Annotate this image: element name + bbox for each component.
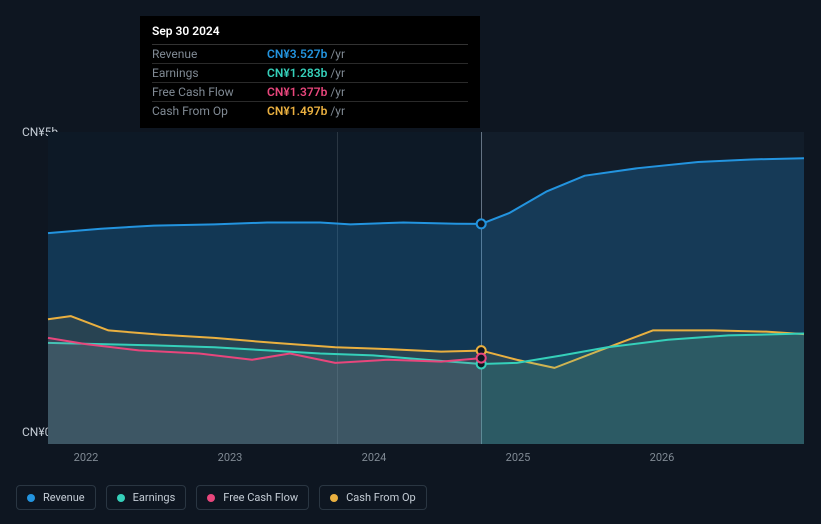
- marker-revenue: [477, 219, 486, 228]
- legend-dot: [117, 494, 125, 502]
- legend-item-cash_from_op[interactable]: Cash From Op: [319, 485, 427, 510]
- tooltip-row-value: CN¥1.497b: [267, 104, 327, 118]
- tooltip-row-unit: /yr: [330, 66, 345, 80]
- legend-label: Cash From Op: [346, 491, 416, 504]
- tooltip-row-value-wrap: CN¥3.527b/yr: [267, 47, 345, 61]
- legend-dot: [330, 494, 338, 502]
- tooltip-row-label: Earnings: [152, 66, 267, 80]
- x-tick-2022: 2022: [74, 451, 99, 464]
- tooltip-row-value-wrap: CN¥1.283b/yr: [267, 66, 345, 80]
- x-tick-2024: 2024: [362, 451, 387, 464]
- legend-label: Earnings: [133, 491, 176, 504]
- tooltip-row-value: CN¥3.527b: [267, 47, 327, 61]
- tooltip-body: RevenueCN¥3.527b/yrEarningsCN¥1.283b/yrF…: [152, 45, 468, 120]
- tooltip-row-unit: /yr: [330, 47, 345, 61]
- tooltip-row-label: Cash From Op: [152, 104, 267, 118]
- chart-legend: Revenue Earnings Free Cash Flow Cash From O…: [16, 485, 427, 510]
- tooltip-row-unit: /yr: [330, 104, 345, 118]
- tooltip-row-value-wrap: CN¥1.377b/yr: [267, 85, 345, 99]
- legend-item-revenue[interactable]: Revenue: [16, 485, 96, 510]
- legend-label: Free Cash Flow: [223, 491, 298, 504]
- tooltip-row: Free Cash FlowCN¥1.377b/yr: [152, 83, 468, 102]
- tooltip-row-value: CN¥1.377b: [267, 85, 327, 99]
- tooltip-row: EarningsCN¥1.283b/yr: [152, 64, 468, 83]
- tooltip-date: Sep 30 2024: [152, 24, 468, 45]
- x-tick-2026: 2026: [650, 451, 675, 464]
- legend-dot: [207, 494, 215, 502]
- tooltip-row: Cash From OpCN¥1.497b/yr: [152, 102, 468, 120]
- x-tick-2023: 2023: [218, 451, 243, 464]
- tooltip-row-value: CN¥1.283b: [267, 66, 327, 80]
- chart-plot-area[interactable]: [48, 132, 804, 444]
- tooltip-row-unit: /yr: [330, 85, 345, 99]
- tooltip-row-label: Free Cash Flow: [152, 85, 267, 99]
- legend-label: Revenue: [43, 491, 85, 504]
- legend-item-earnings[interactable]: Earnings: [106, 485, 187, 510]
- tooltip-row: RevenueCN¥3.527b/yr: [152, 45, 468, 64]
- x-tick-2025: 2025: [506, 451, 531, 464]
- marker-free_cash_flow: [477, 354, 486, 363]
- legend-item-free_cash_flow[interactable]: Free Cash Flow: [196, 485, 309, 510]
- chart-svg: [48, 132, 804, 444]
- data-tooltip: Sep 30 2024 RevenueCN¥3.527b/yrEarningsC…: [140, 16, 480, 128]
- y-axis-min-label: CN¥0: [22, 425, 51, 439]
- legend-dot: [27, 494, 35, 502]
- tooltip-row-label: Revenue: [152, 47, 267, 61]
- tooltip-row-value-wrap: CN¥1.497b/yr: [267, 104, 345, 118]
